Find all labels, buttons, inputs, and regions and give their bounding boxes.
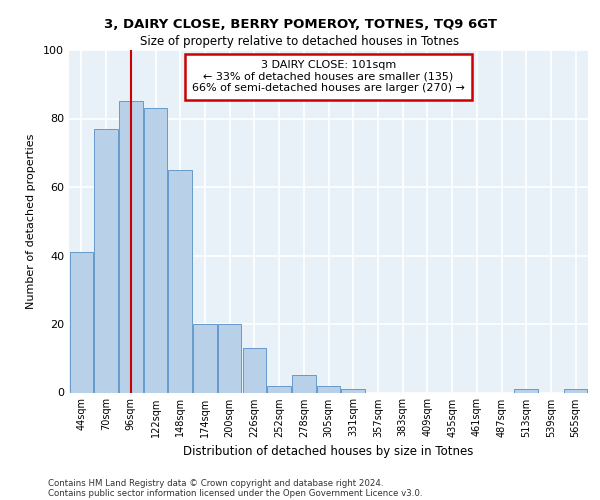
Bar xyxy=(193,324,217,392)
Bar xyxy=(94,129,118,392)
Text: Contains HM Land Registry data © Crown copyright and database right 2024.: Contains HM Land Registry data © Crown c… xyxy=(48,478,383,488)
Bar xyxy=(317,386,340,392)
Text: 3, DAIRY CLOSE, BERRY POMEROY, TOTNES, TQ9 6GT: 3, DAIRY CLOSE, BERRY POMEROY, TOTNES, T… xyxy=(104,18,497,30)
Bar xyxy=(242,348,266,393)
Text: 3 DAIRY CLOSE: 101sqm
← 33% of detached houses are smaller (135)
66% of semi-det: 3 DAIRY CLOSE: 101sqm ← 33% of detached … xyxy=(192,60,465,94)
Bar xyxy=(514,389,538,392)
Bar xyxy=(218,324,241,392)
Bar xyxy=(268,386,291,392)
Y-axis label: Number of detached properties: Number of detached properties xyxy=(26,134,36,309)
Bar xyxy=(292,376,316,392)
Text: Size of property relative to detached houses in Totnes: Size of property relative to detached ho… xyxy=(140,35,460,48)
Text: Contains public sector information licensed under the Open Government Licence v3: Contains public sector information licen… xyxy=(48,488,422,498)
Bar xyxy=(70,252,93,392)
Bar xyxy=(144,108,167,393)
X-axis label: Distribution of detached houses by size in Totnes: Distribution of detached houses by size … xyxy=(184,445,473,458)
Bar xyxy=(564,389,587,392)
Bar xyxy=(341,389,365,392)
Bar xyxy=(119,102,143,393)
Bar xyxy=(169,170,192,392)
